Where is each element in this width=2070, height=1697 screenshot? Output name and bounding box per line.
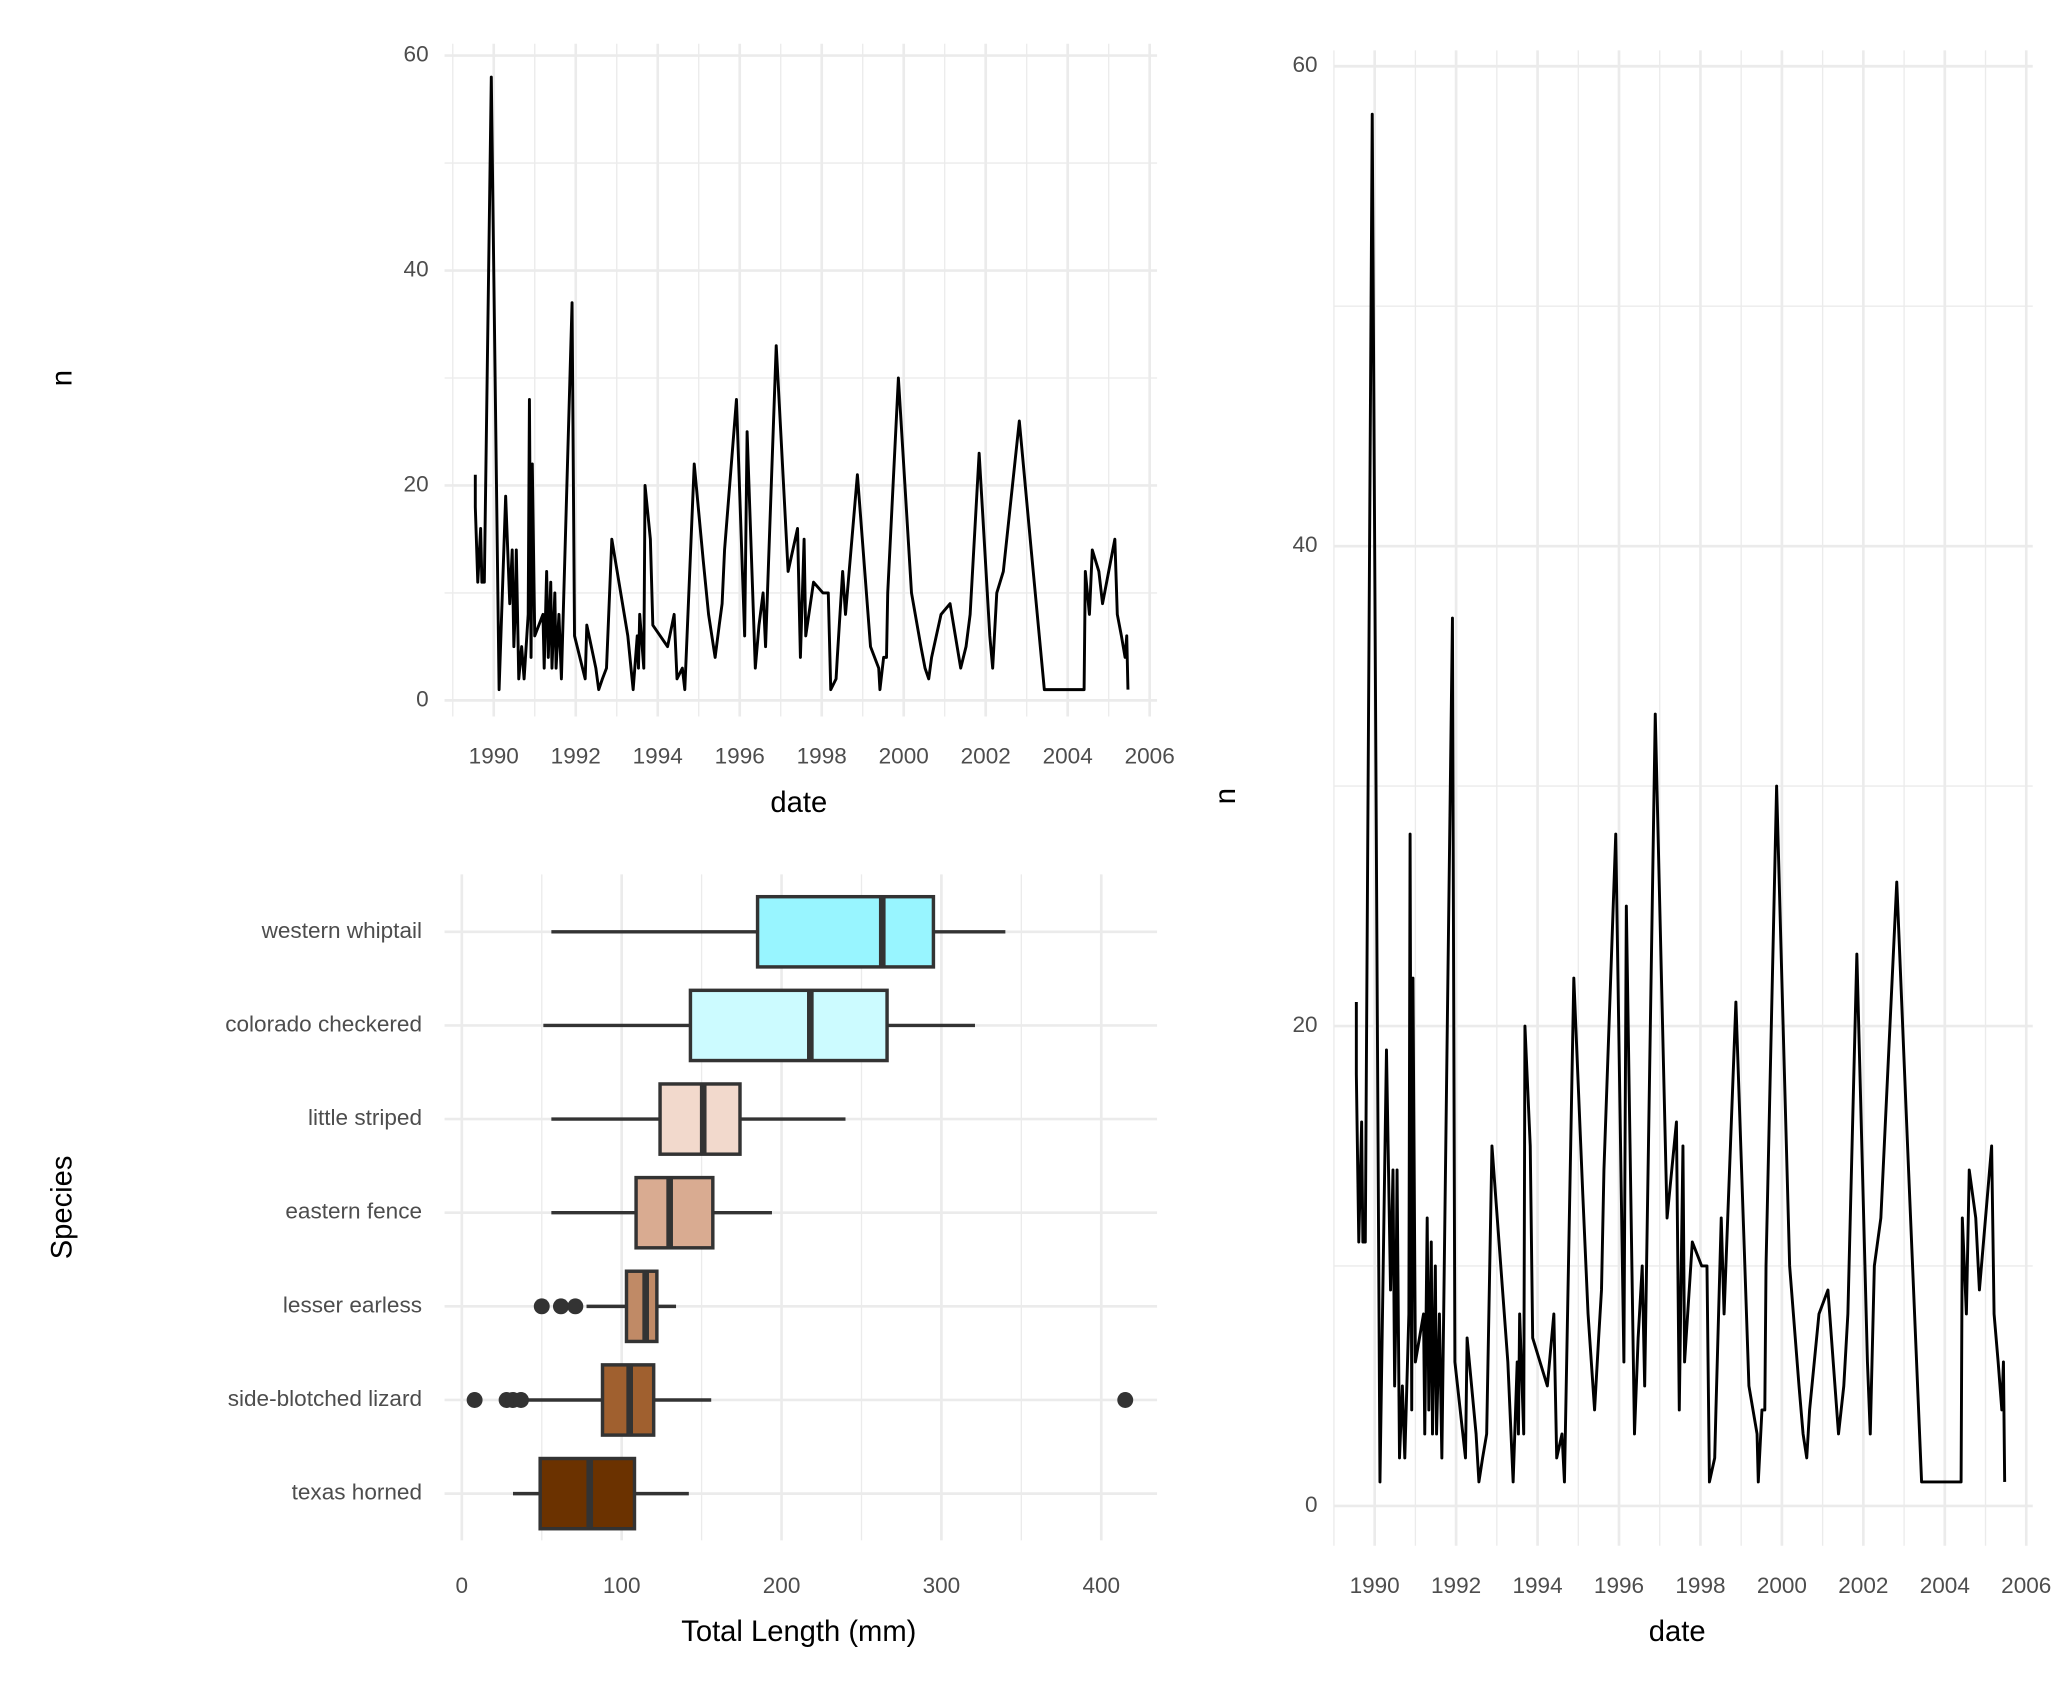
- y-axis-title: n: [46, 370, 78, 386]
- x-tick-label: 2002: [961, 744, 1011, 769]
- y-axis-title: n: [1210, 788, 1242, 804]
- category-label: side-blotched lizard: [228, 1386, 422, 1411]
- outlier: [1117, 1392, 1134, 1408]
- data-line: [1354, 112, 2007, 1484]
- x-tick-label: 400: [1082, 1573, 1120, 1598]
- y-axis-title: Species: [46, 1156, 78, 1260]
- category-label: lesser earless: [283, 1292, 422, 1317]
- category-label: texas horned: [292, 1480, 422, 1505]
- y-tick-label: 60: [404, 42, 429, 67]
- x-tick-label: 1998: [797, 744, 847, 769]
- x-tick-label: 1992: [1431, 1573, 1481, 1598]
- x-tick-label: 1992: [551, 744, 601, 769]
- y-tick-label: 40: [1293, 532, 1318, 557]
- x-tick-label: 2006: [2001, 1573, 2051, 1598]
- x-tick-label: 100: [603, 1573, 641, 1598]
- x-tick-label: 2004: [1920, 1573, 1970, 1598]
- x-tick-label: 1994: [633, 744, 683, 769]
- x-axis-title: date: [1649, 1616, 1706, 1648]
- box: [634, 1175, 715, 1250]
- category-label: eastern fence: [285, 1199, 422, 1224]
- x-tick-label: 2006: [1125, 744, 1175, 769]
- category-label: little striped: [308, 1105, 422, 1130]
- x-tick-label: 1990: [469, 744, 519, 769]
- x-tick-label: 1990: [1350, 1573, 1400, 1598]
- x-axis-title: date: [770, 787, 827, 819]
- x-tick-label: 300: [923, 1573, 961, 1598]
- y-tick-label: 20: [1293, 1012, 1318, 1037]
- category-label: western whiptail: [261, 918, 422, 943]
- data-line: [473, 75, 1130, 692]
- x-tick-label: 1994: [1512, 1573, 1562, 1598]
- x-tick-label: 1998: [1675, 1573, 1725, 1598]
- outlier: [466, 1392, 483, 1408]
- x-tick-label: 0: [456, 1573, 469, 1598]
- x-tick-label: 2002: [1838, 1573, 1888, 1598]
- x-tick-label: 1996: [1594, 1573, 1644, 1598]
- box: [755, 894, 936, 969]
- x-tick-label: 1996: [715, 744, 765, 769]
- box: [624, 1269, 659, 1344]
- outlier: [567, 1298, 584, 1315]
- x-tick-label: 200: [763, 1573, 801, 1598]
- x-axis-title: Total Length (mm): [681, 1616, 916, 1648]
- x-tick-label: 2000: [1757, 1573, 1807, 1598]
- category-label: colorado checkered: [225, 1011, 422, 1036]
- outlier: [513, 1392, 529, 1408]
- outlier: [533, 1298, 550, 1315]
- x-tick-label: 2000: [879, 744, 929, 769]
- y-tick-label: 20: [404, 471, 429, 496]
- y-tick-label: 0: [1305, 1492, 1318, 1517]
- x-tick-label: 2004: [1043, 744, 1093, 769]
- box: [688, 988, 889, 1063]
- y-tick-label: 40: [404, 256, 429, 281]
- y-tick-label: 60: [1293, 52, 1318, 77]
- y-tick-label: 0: [416, 686, 429, 711]
- outlier: [552, 1298, 569, 1315]
